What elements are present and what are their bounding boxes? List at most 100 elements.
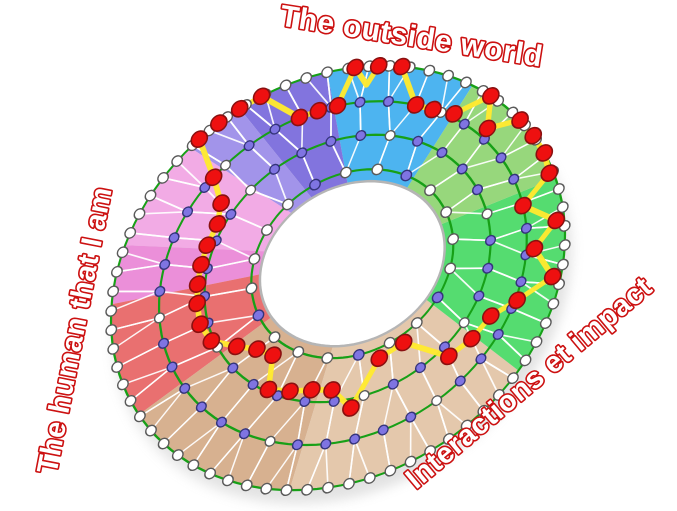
score-dot[interactable] (543, 267, 562, 286)
ring2-node[interactable] (157, 337, 170, 349)
ring3-node[interactable] (245, 184, 257, 196)
score-dot[interactable] (259, 380, 278, 399)
score-dot[interactable] (202, 332, 221, 350)
ring3-node[interactable] (325, 135, 337, 147)
ring1-node[interactable] (279, 79, 292, 92)
score-dot[interactable] (302, 380, 321, 399)
ring1-node[interactable] (280, 484, 293, 497)
ring3-node[interactable] (481, 208, 493, 220)
score-dot[interactable] (346, 58, 364, 77)
ring1-node[interactable] (133, 410, 146, 423)
ring1-node[interactable] (171, 155, 184, 167)
score-dot[interactable] (525, 239, 544, 258)
ring3-node[interactable] (269, 163, 281, 175)
ring2-node[interactable] (153, 312, 165, 324)
ring4-node[interactable] (447, 233, 460, 246)
score-dot[interactable] (392, 57, 411, 76)
score-dot[interactable] (188, 294, 206, 313)
ring4-node[interactable] (268, 331, 281, 344)
ring1-node[interactable] (459, 76, 472, 89)
score-dot[interactable] (463, 329, 481, 348)
ring4-node[interactable] (352, 348, 365, 361)
ring3-node[interactable] (225, 208, 237, 220)
ring1-node[interactable] (556, 258, 569, 271)
ring1-node[interactable] (492, 389, 505, 401)
ring1-node[interactable] (300, 72, 313, 84)
ring1-node[interactable] (116, 378, 129, 391)
ring1-node[interactable] (556, 201, 569, 214)
ring2-node[interactable] (354, 96, 366, 108)
ring1-node[interactable] (301, 483, 314, 496)
ring1-node[interactable] (322, 481, 334, 494)
ring3-node[interactable] (384, 129, 396, 142)
ring1-node[interactable] (539, 317, 552, 330)
ring2-node[interactable] (154, 285, 166, 297)
ring1-node[interactable] (145, 424, 157, 437)
ring2-node[interactable] (291, 439, 303, 451)
ring1-node[interactable] (530, 336, 543, 348)
ring3-node[interactable] (458, 317, 470, 329)
ring1-node[interactable] (144, 189, 157, 202)
ring1-node[interactable] (506, 372, 519, 385)
score-dot[interactable] (535, 144, 554, 162)
score-dot[interactable] (406, 96, 425, 114)
ring1-node[interactable] (204, 467, 217, 480)
ring3-node[interactable] (247, 378, 259, 390)
ring1-node[interactable] (222, 474, 234, 487)
ring1-node[interactable] (547, 297, 560, 310)
ring2-node[interactable] (349, 433, 361, 445)
ring4-node[interactable] (292, 345, 305, 358)
score-dot[interactable] (481, 307, 500, 325)
ring1-node[interactable] (105, 304, 118, 317)
ring4-node[interactable] (281, 198, 294, 211)
score-dot[interactable] (212, 194, 230, 212)
score-dot[interactable] (208, 215, 227, 233)
ring4-node[interactable] (383, 336, 396, 349)
score-dot[interactable] (191, 315, 209, 334)
score-dot[interactable] (445, 104, 463, 123)
ring2-node[interactable] (508, 173, 520, 185)
ring2-node[interactable] (243, 140, 255, 152)
ring2-node[interactable] (269, 123, 281, 135)
ring1-node[interactable] (124, 394, 137, 407)
ring3-node[interactable] (355, 130, 367, 142)
ring1-node[interactable] (321, 66, 333, 79)
ring1-node[interactable] (124, 226, 137, 239)
score-dot[interactable] (204, 168, 223, 187)
ring3-node[interactable] (227, 362, 239, 374)
score-dot[interactable] (323, 381, 341, 399)
score-dot[interactable] (394, 333, 413, 352)
ring4-node[interactable] (410, 317, 423, 329)
ring2-node[interactable] (515, 276, 527, 288)
ring2-node[interactable] (215, 416, 227, 428)
ring3-node[interactable] (358, 390, 370, 402)
ring2-node[interactable] (377, 424, 389, 436)
score-dot[interactable] (309, 101, 328, 120)
score-dot[interactable] (508, 291, 527, 310)
score-dot[interactable] (440, 347, 458, 366)
ring2-node[interactable] (166, 361, 178, 373)
score-dot[interactable] (252, 87, 271, 106)
ring4-node[interactable] (245, 282, 258, 295)
ring1-node[interactable] (552, 183, 565, 195)
ring3-node[interactable] (412, 135, 424, 147)
ring1-node[interactable] (240, 479, 253, 492)
score-dot[interactable] (369, 56, 388, 75)
sector-blue[interactable] (315, 55, 476, 197)
ring1-node[interactable] (442, 433, 455, 445)
ring1-node[interactable] (187, 459, 200, 472)
ring4-node[interactable] (440, 206, 453, 219)
ring2-node[interactable] (458, 118, 470, 130)
ring2-node[interactable] (168, 232, 180, 244)
ring2-node[interactable] (475, 353, 487, 365)
ring1-node[interactable] (171, 449, 184, 462)
ring1-node[interactable] (157, 437, 170, 450)
score-dot[interactable] (248, 340, 266, 358)
score-dot[interactable] (190, 130, 209, 148)
ring1-node[interactable] (519, 354, 532, 367)
ring1-node[interactable] (133, 208, 146, 220)
ring2-node[interactable] (179, 382, 191, 394)
score-dot[interactable] (264, 346, 282, 365)
ring1-node[interactable] (157, 171, 170, 184)
ring4-node[interactable] (261, 224, 273, 236)
